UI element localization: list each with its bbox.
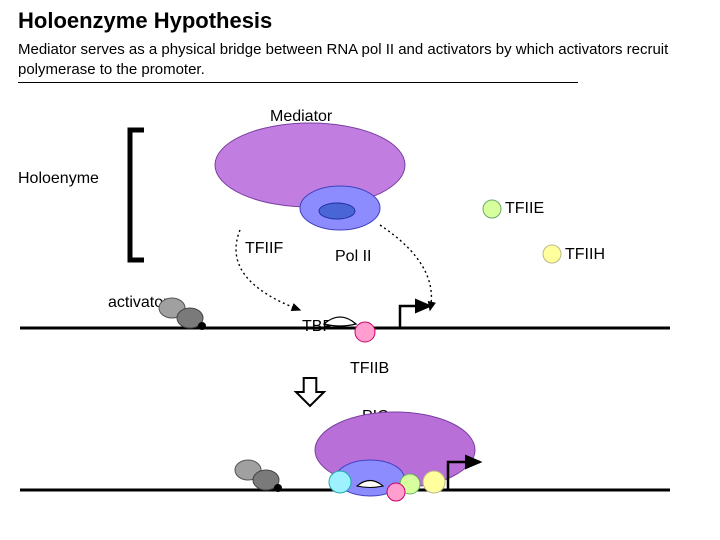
diagram-svg	[0, 0, 720, 540]
